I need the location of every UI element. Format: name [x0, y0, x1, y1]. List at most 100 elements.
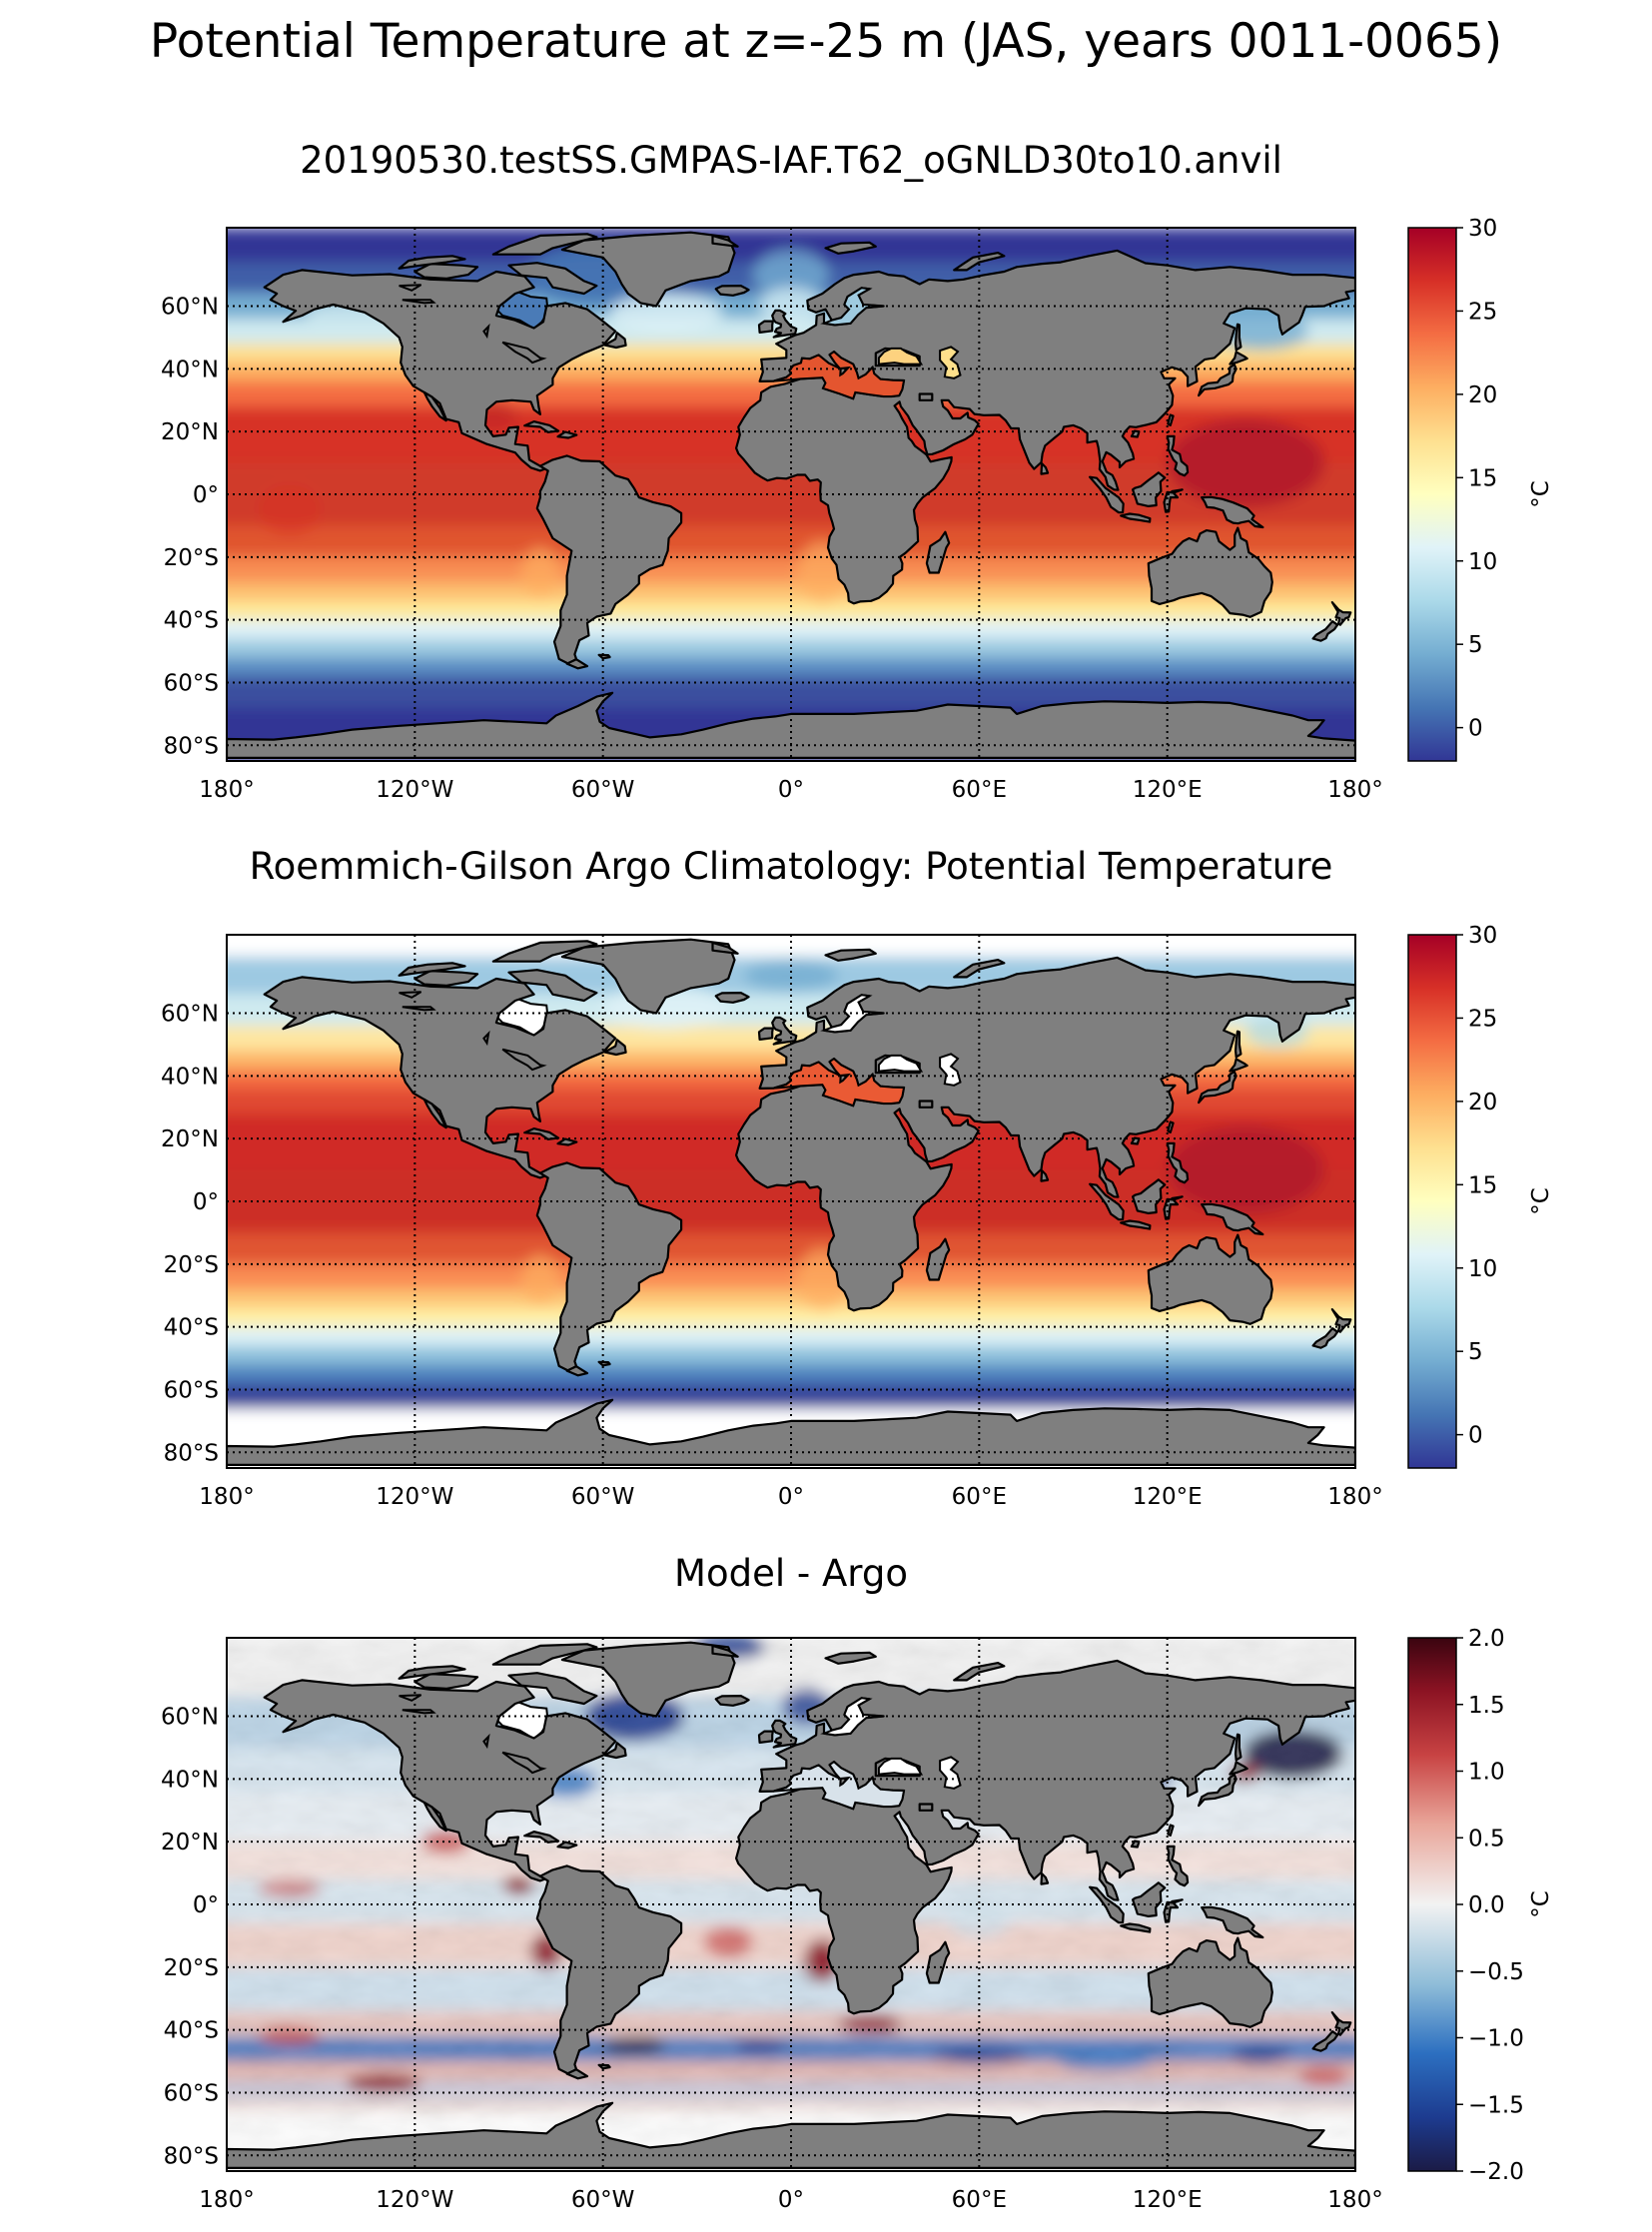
field-feature [1167, 418, 1324, 507]
land-greenland [560, 231, 736, 308]
colorbar-label: °C [1528, 480, 1554, 508]
colorbar-tick-label: 25 [1468, 299, 1497, 325]
land-baffin [507, 1672, 598, 1706]
y-tick-label: 20°S [164, 545, 219, 571]
land-sumatra [1088, 475, 1125, 514]
land-newfoundland [603, 1742, 627, 1760]
x-tick-label: 60°W [571, 777, 635, 803]
land-north-america [263, 269, 617, 472]
land-sumatra [1088, 1885, 1125, 1924]
mediterranean-sea [773, 1760, 906, 1811]
field-band [227, 581, 1355, 602]
land-iceland [714, 991, 750, 1004]
land-cuba [523, 420, 560, 433]
y-tick-label: 40°S [164, 2018, 219, 2044]
colorbar-tick-label: 5 [1468, 1339, 1483, 1365]
map-frame [226, 934, 1356, 1469]
land-ireland [757, 320, 774, 334]
panel-2: Roemmich-Gilson Argo Climatology: Potent… [161, 845, 1554, 1510]
map-frame [226, 1637, 1356, 2172]
colorbar-tick-label: 0 [1468, 1423, 1483, 1449]
x-tick-label: 120°W [376, 1484, 453, 1510]
lake-outline [399, 991, 422, 999]
land-falklands [597, 1360, 611, 1367]
land-newfoundland [603, 1039, 627, 1057]
land-new-zealand-n [1330, 1307, 1352, 1333]
land-java [1120, 512, 1152, 523]
field-band [227, 600, 1355, 621]
lake-outline [482, 323, 490, 340]
land-new-zealand-s [1311, 1327, 1339, 1349]
land-svalbard [824, 1651, 877, 1665]
lake-outline [402, 1006, 436, 1012]
x-tick-label: 180° [199, 1484, 254, 1510]
colorbar-tick-label: 0.0 [1468, 1892, 1505, 1918]
land-ireland [757, 1730, 774, 1745]
land-borneo [1131, 1881, 1167, 1918]
caspian-sea [939, 346, 962, 379]
land-falklands [597, 653, 611, 660]
colorbar-tick-label: 0.5 [1468, 1826, 1505, 1852]
land-sri-lanka [1040, 1169, 1050, 1182]
y-tick-label: 20°N [161, 419, 219, 445]
lake-outline [501, 1048, 547, 1072]
land-japan [1197, 363, 1238, 397]
lake-outline [399, 284, 422, 292]
colorbar-gradient [1407, 1637, 1457, 2172]
x-tick-label: 180° [1327, 1484, 1382, 1510]
land-baja [422, 390, 447, 422]
land-baja [422, 1098, 447, 1129]
field-feature [1167, 1125, 1324, 1214]
land-sakhalin [1234, 1733, 1242, 1762]
land-java [1120, 1922, 1152, 1933]
colorbar-tick-label: 10 [1468, 549, 1497, 575]
x-tick-label: 180° [1327, 2187, 1382, 2213]
colorbar-tick-label: 1.5 [1468, 1693, 1505, 1719]
colorbar-tick-label: 2.0 [1468, 1626, 1505, 1652]
land-sakhalin [1234, 1030, 1242, 1059]
land-tierra-del-fuego [565, 658, 589, 670]
y-tick-label: 60°S [164, 670, 219, 696]
land-tierra-del-fuego [565, 2068, 589, 2080]
field-feature [743, 960, 839, 992]
land-sri-lanka [1040, 1872, 1050, 1885]
land-greenland-cap [711, 234, 739, 248]
land-eurasia-africa [734, 1659, 1355, 2015]
x-tick-label: 0° [778, 777, 804, 803]
gridlines [227, 1638, 1355, 2171]
field-feature [753, 249, 829, 301]
x-tick-label: 120°E [1133, 777, 1203, 803]
land-new-zealand-s [1311, 620, 1339, 642]
land-borneo [1131, 471, 1167, 507]
map-area [227, 1638, 1355, 2171]
colorbar-tick-label: 20 [1468, 1090, 1497, 1116]
land-greenland-cap [711, 1644, 739, 1658]
land-philippines [1166, 1141, 1190, 1184]
x-tick-label: 60°E [952, 1484, 1007, 1510]
land-novaya-zemlya [953, 958, 1006, 979]
land-hispaniola [556, 1137, 578, 1146]
land-baffin [507, 262, 598, 296]
caspian-sea [939, 1756, 962, 1790]
map-area [227, 935, 1355, 1468]
mediterranean-sea [773, 1057, 906, 1108]
land-arabia-gap [918, 392, 934, 401]
mediterranean-sea [773, 350, 906, 400]
x-tick-label: 120°W [376, 777, 453, 803]
lake-outline [501, 1751, 547, 1775]
land-philippines [1166, 434, 1190, 477]
land-svalbard [824, 948, 877, 962]
y-tick-label: 20°N [161, 1830, 219, 1856]
colorbar-tick-label: 1.0 [1468, 1760, 1505, 1786]
land-hokkaido [1229, 1761, 1248, 1776]
colorbar-tick-label: −2.0 [1468, 2159, 1524, 2185]
x-tick-label: 120°W [376, 2187, 453, 2213]
land-taiwan [1167, 1120, 1175, 1134]
field-feature [608, 293, 722, 332]
y-tick-label: 0° [193, 1189, 219, 1215]
land-new-guinea [1201, 495, 1264, 529]
land-south-america [535, 1161, 683, 1372]
field-feature [521, 547, 559, 598]
